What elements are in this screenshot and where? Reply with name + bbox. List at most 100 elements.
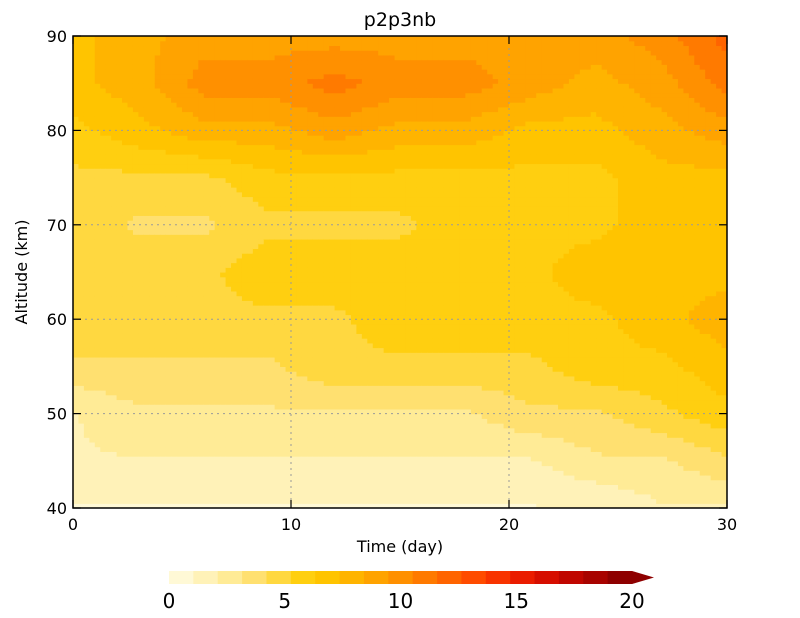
contour-cell (340, 380, 347, 386)
contour-cell (176, 215, 183, 221)
contour-cell (203, 50, 210, 56)
contour-cell (225, 229, 232, 235)
contour-cell (236, 286, 243, 292)
contour-cell (127, 489, 134, 495)
contour-cell (340, 201, 347, 207)
contour-cell (307, 50, 314, 56)
contour-cell (182, 470, 189, 476)
contour-cell (296, 427, 303, 434)
contour-cell (192, 404, 199, 410)
contour-cell (94, 196, 101, 202)
contour-cell (252, 333, 259, 339)
contour-cell (138, 276, 145, 283)
contour-cell (247, 139, 254, 146)
contour-cell (138, 404, 145, 410)
contour-cell (171, 97, 178, 103)
contour-cell (100, 272, 107, 278)
contour-cell (165, 437, 172, 443)
contour-cell (187, 40, 194, 47)
contour-cell (132, 210, 139, 216)
contour-cell (73, 210, 80, 216)
contour-cell (176, 404, 183, 410)
contour-cell (203, 106, 210, 113)
contour-cell (312, 144, 319, 150)
contour-cell (323, 54, 330, 61)
contour-cell (105, 158, 112, 165)
contour-cell (291, 220, 298, 226)
contour-cell (138, 149, 145, 155)
contour-cell (291, 290, 298, 297)
contour-cell (78, 234, 85, 240)
contour-cell (263, 120, 270, 127)
contour-cell (329, 305, 336, 311)
contour-cell (122, 54, 129, 61)
contour-cell (160, 102, 167, 108)
contour-cell (116, 319, 123, 325)
contour-cell (116, 474, 123, 481)
contour-cell (269, 187, 276, 193)
contour-cell (301, 399, 308, 405)
contour-cell (318, 154, 325, 160)
contour-cell (73, 295, 80, 301)
contour-cell (209, 375, 216, 382)
contour-cell (105, 253, 112, 259)
contour-cell (165, 418, 172, 424)
contour-cell (94, 177, 101, 183)
contour-cell (296, 267, 303, 273)
contour-cell (209, 380, 216, 386)
contour-cell (132, 168, 139, 174)
contour-cell (203, 54, 210, 61)
contour-cell (307, 97, 314, 103)
contour-cell (209, 432, 216, 438)
contour-cell (318, 451, 325, 457)
contour-cell (241, 120, 248, 127)
contour-cell (258, 168, 265, 174)
contour-cell (209, 489, 216, 495)
contour-cell (78, 215, 85, 221)
contour-cell (73, 385, 80, 391)
contour-cell (280, 130, 287, 136)
contour-cell (291, 470, 298, 476)
contour-cell (301, 50, 308, 56)
contour-cell (340, 375, 347, 382)
contour-cell (165, 460, 172, 467)
contour-cell (301, 257, 308, 264)
contour-cell (73, 139, 80, 146)
contour-cell (182, 130, 189, 136)
contour-cell (203, 144, 210, 150)
contour-cell (78, 92, 85, 98)
contour-cell (214, 493, 221, 500)
contour-cell (312, 102, 319, 108)
contour-cell (182, 64, 189, 70)
contour-cell (78, 120, 85, 127)
contour-cell (154, 295, 161, 301)
contour-cell (258, 470, 265, 476)
contour-cell (285, 83, 292, 89)
contour-cell (100, 281, 107, 287)
contour-cell (187, 36, 194, 42)
contour-cell (83, 300, 90, 306)
contour-cell (138, 224, 145, 231)
contour-cell (100, 493, 107, 500)
contour-cell (307, 83, 314, 89)
contour-cell (220, 276, 227, 283)
contour-cell (192, 83, 199, 89)
contour-cell (269, 177, 276, 183)
contour-cell (127, 54, 134, 61)
contour-cell (269, 182, 276, 188)
contour-cell (318, 116, 325, 122)
contour-cell (247, 187, 254, 193)
contour-cell (122, 205, 129, 212)
contour-cell (307, 168, 314, 174)
contour-cell (263, 248, 270, 254)
contour-cell (122, 361, 129, 367)
contour-cell (258, 125, 265, 131)
contour-cell (111, 338, 118, 344)
contour-cell (127, 484, 134, 490)
contour-cell (132, 394, 139, 401)
contour-cell (203, 290, 210, 297)
contour-cell (149, 36, 156, 42)
contour-cell (269, 102, 276, 108)
contour-cell (231, 503, 238, 508)
contour-cell (307, 191, 314, 198)
